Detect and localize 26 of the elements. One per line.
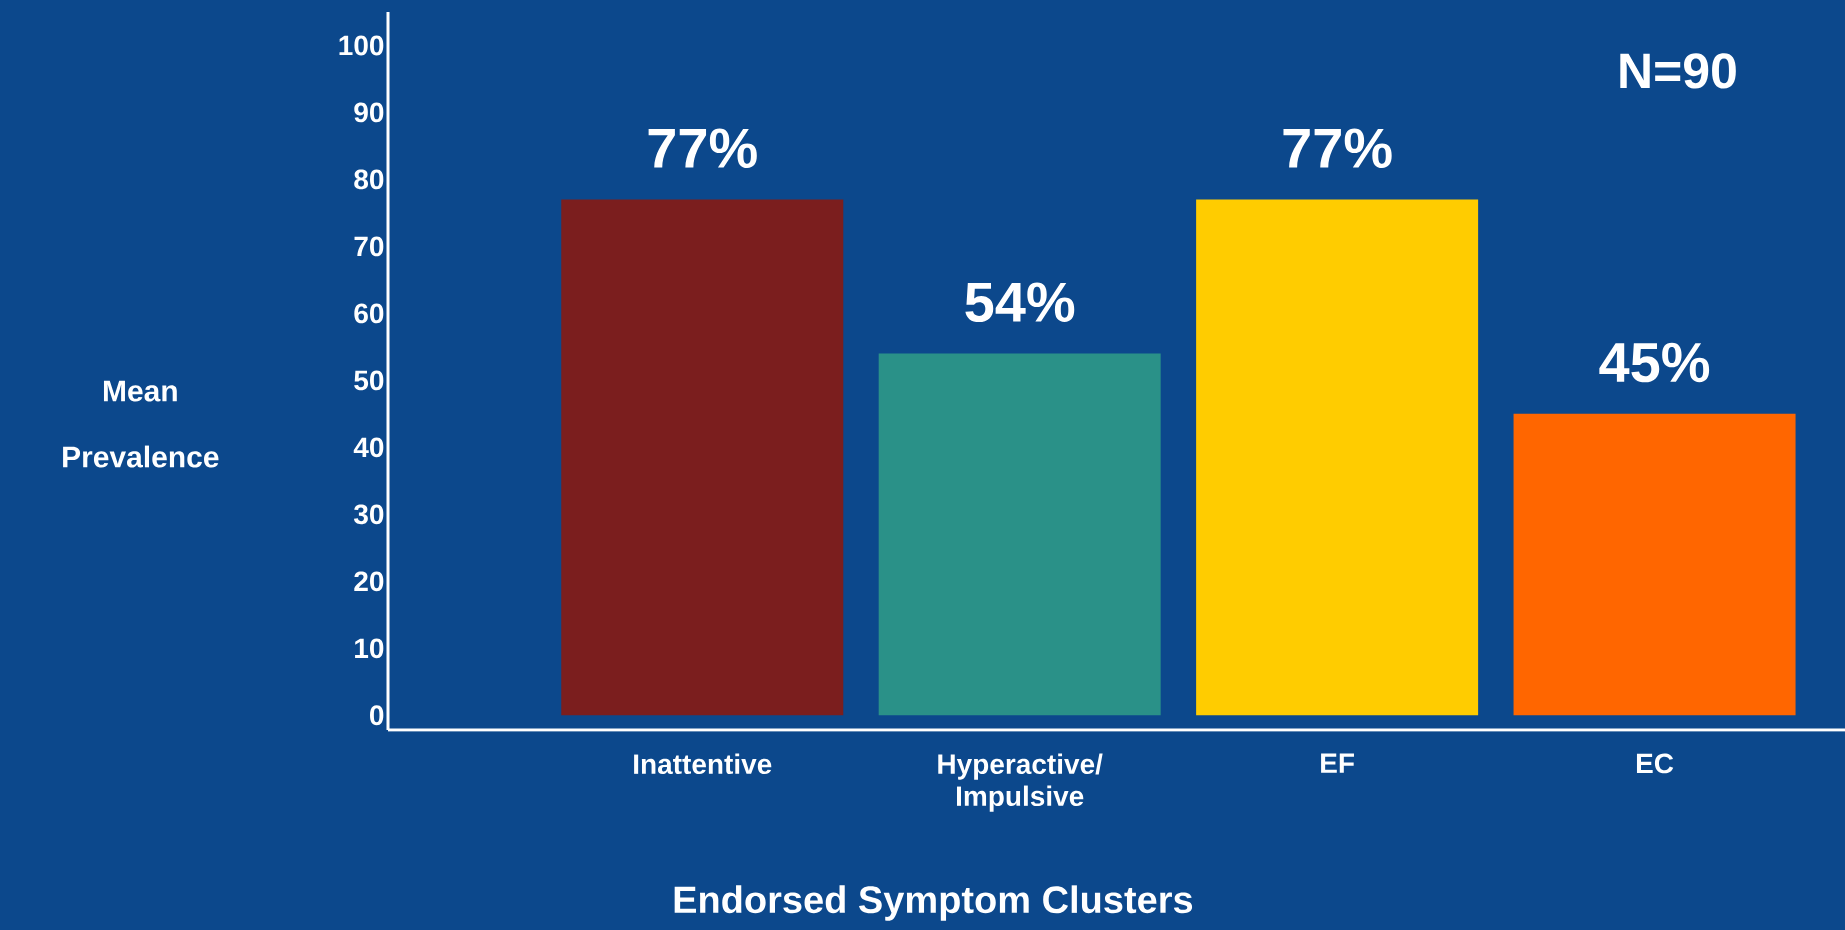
y-tick-label: 10 xyxy=(355,638,384,659)
y-tick-label: 20 xyxy=(354,571,384,592)
data-label: 77% xyxy=(648,128,757,168)
y-tick-label: 70 xyxy=(354,236,384,257)
data-label: 77% xyxy=(1283,128,1392,168)
y-tick-label: 90 xyxy=(354,102,384,123)
x-tick-label: EF xyxy=(1321,753,1354,773)
bar xyxy=(561,199,844,716)
y-tick-label: 60 xyxy=(354,303,384,324)
x-tick-label: EC xyxy=(1636,753,1674,774)
y-tick-label: 0 xyxy=(370,705,384,726)
y-tick-label: 100 xyxy=(339,35,384,56)
text: Mean Prevalence xyxy=(63,380,219,468)
bar xyxy=(1196,199,1479,716)
annotation: N=90 xyxy=(1620,53,1736,89)
bar xyxy=(1513,413,1796,716)
x-tick-label: Inattentive xyxy=(634,753,772,775)
x-axis-title: Endorsed Symptom Clusters xyxy=(674,885,1193,921)
y-tick-label: 40 xyxy=(353,437,384,458)
data-label: 54% xyxy=(965,282,1075,323)
y-tick-label: 80 xyxy=(354,169,384,190)
y-tick-label: 30 xyxy=(353,504,384,525)
bar xyxy=(878,353,1161,716)
y-tick-label: 50 xyxy=(354,370,384,391)
x-tick-label: Hyperactive/ Impulsive xyxy=(938,753,1103,812)
data-label: 45% xyxy=(1599,342,1710,383)
